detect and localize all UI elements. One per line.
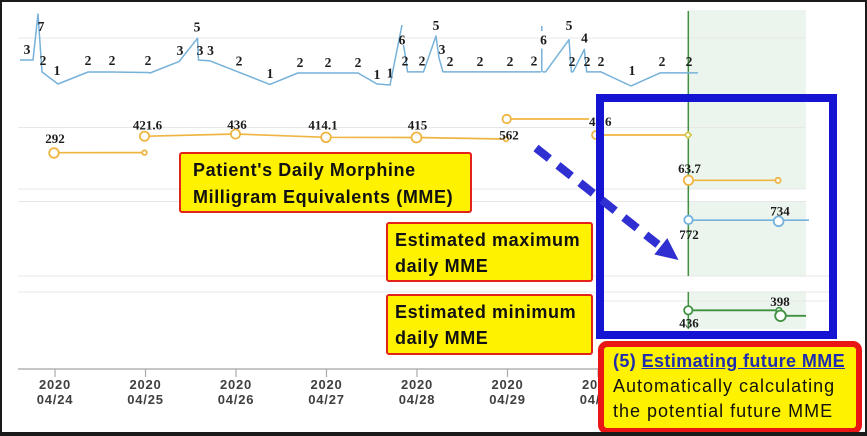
svg-text:04/28: 04/28 [399,392,436,407]
svg-text:2: 2 [85,53,92,68]
svg-text:5: 5 [433,18,440,33]
svg-text:415: 415 [408,118,428,133]
svg-text:2: 2 [507,54,514,69]
svg-text:2: 2 [569,54,576,69]
svg-text:3: 3 [177,43,184,58]
svg-text:5: 5 [566,18,573,33]
svg-text:5: 5 [194,20,201,35]
svg-text:734: 734 [770,204,790,219]
svg-text:436: 436 [679,316,699,331]
svg-text:04/25: 04/25 [127,392,164,407]
svg-text:398: 398 [770,294,790,309]
svg-text:2020: 2020 [129,377,161,392]
svg-text:2: 2 [40,53,47,68]
svg-text:04/29: 04/29 [489,392,526,407]
svg-text:3: 3 [207,43,214,58]
svg-text:2020: 2020 [491,377,523,392]
svg-text:2: 2 [598,54,605,69]
svg-text:2: 2 [402,54,409,69]
svg-text:2020: 2020 [39,377,71,392]
svg-text:3: 3 [439,42,446,57]
svg-text:414.1: 414.1 [308,118,337,133]
svg-text:1: 1 [54,63,61,78]
svg-text:2020: 2020 [310,377,342,392]
svg-text:63.7: 63.7 [678,161,701,176]
svg-text:421.6: 421.6 [133,118,163,133]
svg-text:772: 772 [679,227,699,242]
svg-text:04/27: 04/27 [308,392,345,407]
svg-text:436: 436 [227,117,247,132]
svg-text:2: 2 [325,55,332,70]
svg-text:2: 2 [355,55,362,70]
svg-text:2: 2 [477,54,484,69]
svg-text:2020: 2020 [401,377,433,392]
svg-text:2: 2 [531,54,538,69]
svg-text:7: 7 [38,19,45,34]
svg-text:292: 292 [45,131,65,146]
svg-text:1: 1 [267,66,274,81]
svg-text:3: 3 [197,43,204,58]
svg-text:2: 2 [419,54,426,69]
svg-text:6: 6 [399,33,406,48]
svg-text:2: 2 [297,55,304,70]
svg-text:04/26: 04/26 [218,392,255,407]
svg-text:2: 2 [659,54,666,69]
svg-text:2: 2 [447,54,454,69]
svg-text:6: 6 [540,33,547,48]
svg-text:2: 2 [236,54,243,69]
svg-text:2: 2 [145,53,152,68]
svg-text:4: 4 [581,31,588,46]
svg-text:1: 1 [374,67,381,82]
svg-text:2: 2 [109,53,116,68]
svg-text:3: 3 [24,42,31,57]
svg-text:562: 562 [499,128,519,143]
svg-text:2020: 2020 [220,377,252,392]
svg-text:2: 2 [584,54,591,69]
svg-text:2: 2 [686,54,693,69]
svg-text:04/24: 04/24 [37,392,74,407]
svg-text:1: 1 [629,63,636,78]
svg-text:1: 1 [387,66,394,81]
